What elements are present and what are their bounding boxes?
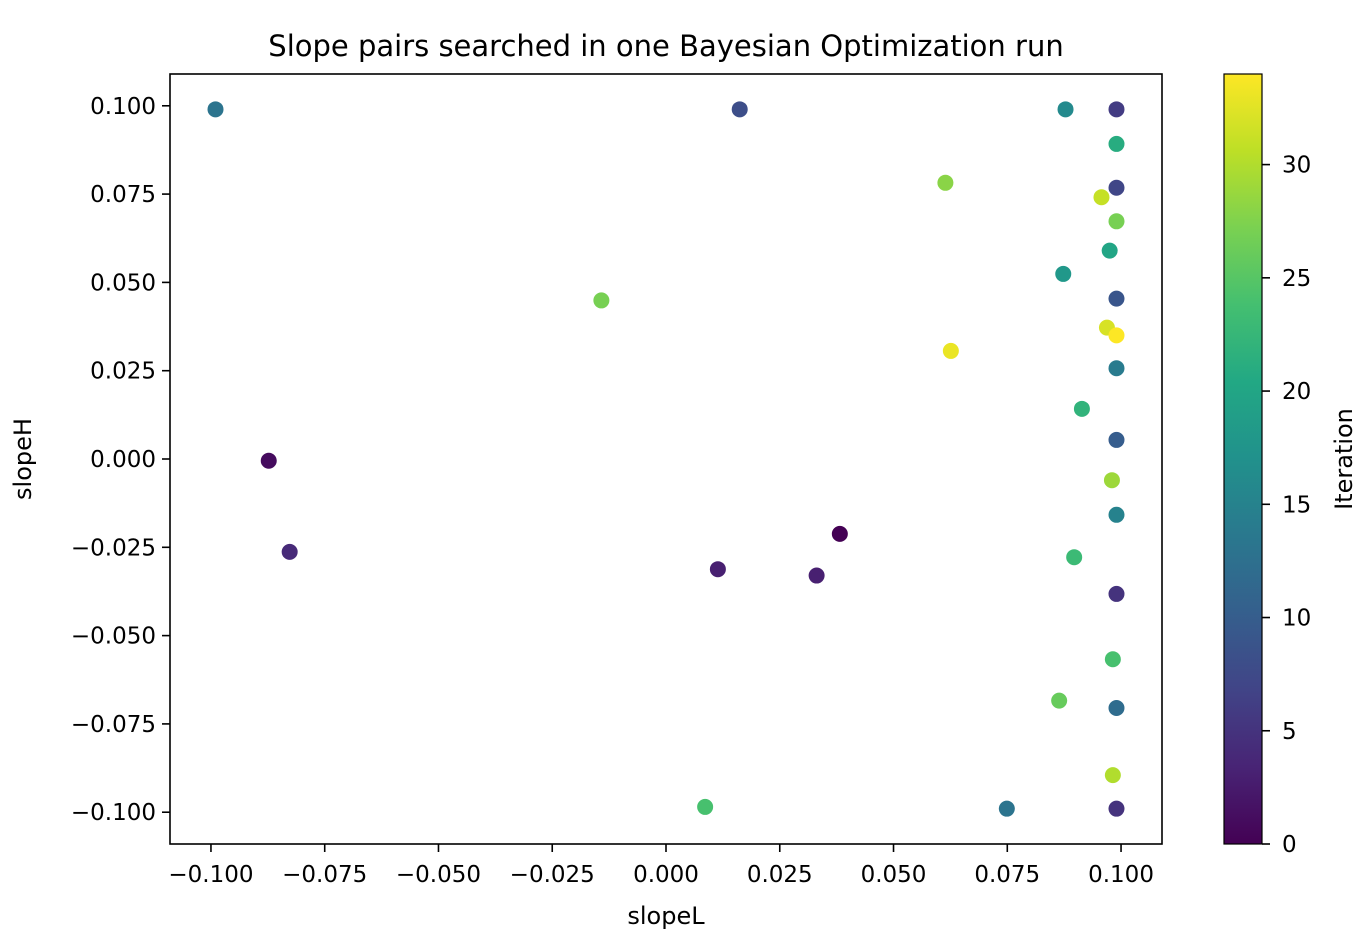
- x-tick-label: 0.025: [747, 862, 813, 888]
- scatter-point: [593, 292, 610, 309]
- y-tick-label: 0.100: [90, 94, 156, 120]
- x-tick-label: −0.050: [396, 862, 481, 888]
- colorbar-tick-label: 0: [1282, 832, 1297, 858]
- scatter-point: [1108, 800, 1125, 817]
- scatter-points: [207, 101, 1125, 817]
- x-tick-label: 0.050: [861, 862, 927, 888]
- y-tick-label: 0.050: [90, 270, 156, 296]
- scatter-point: [998, 800, 1015, 817]
- x-tick-label: −0.100: [168, 862, 253, 888]
- y-tick-label: −0.025: [71, 535, 156, 561]
- scatter-point: [1073, 400, 1090, 417]
- scatter-point: [1108, 360, 1125, 377]
- scatter-point: [697, 798, 714, 815]
- scatter-point: [1108, 135, 1125, 152]
- scatter-point: [1108, 700, 1125, 717]
- colorbar-ticks: 0 5 10 15 20 25 30: [1262, 153, 1311, 858]
- colorbar-tick-label: 20: [1282, 379, 1311, 405]
- scatter-point: [1066, 549, 1083, 566]
- y-tick-label: 0.025: [90, 359, 156, 385]
- scatter-point: [1108, 506, 1125, 523]
- scatter-point: [831, 525, 848, 542]
- x-tick-label: 0.000: [633, 862, 699, 888]
- y-tick-label: −0.075: [71, 712, 156, 738]
- x-tick-label: 0.100: [1088, 862, 1154, 888]
- x-axis-label: slopeL: [627, 902, 705, 930]
- scatter-point: [1101, 242, 1118, 259]
- scatter-point: [1051, 692, 1068, 709]
- scatter-point: [1093, 189, 1110, 206]
- scatter-point: [1104, 767, 1121, 784]
- scatter-point: [1108, 179, 1125, 196]
- scatter-point: [942, 342, 959, 359]
- colorbar-tick-label: 15: [1282, 492, 1311, 518]
- plot-frame: [169, 73, 1163, 845]
- x-tick-label: −0.025: [510, 862, 595, 888]
- colorbar-label: Iteration: [1330, 408, 1358, 510]
- scatter-point: [1108, 101, 1125, 118]
- scatter-point: [937, 174, 954, 191]
- y-tick-label: −0.100: [71, 800, 156, 826]
- scatter-point: [1108, 431, 1125, 448]
- scatter-point: [1108, 290, 1125, 307]
- scatter-point: [709, 561, 726, 578]
- colorbar-tick-label: 5: [1282, 719, 1297, 745]
- y-axis-label: slopeH: [9, 418, 37, 500]
- colorbar-tick-label: 30: [1282, 153, 1311, 179]
- x-tick-label: 0.075: [974, 862, 1040, 888]
- chart-title: Slope pairs searched in one Bayesian Opt…: [268, 29, 1063, 63]
- scatter-point: [1055, 265, 1072, 282]
- y-tick-label: 0.075: [90, 182, 156, 208]
- y-tick-label: −0.050: [71, 624, 156, 650]
- colorbar-tick-label: 25: [1282, 266, 1311, 292]
- scatter-point: [281, 543, 298, 560]
- scatter-point: [1108, 585, 1125, 602]
- colorbar-tick-label: 10: [1282, 606, 1311, 632]
- scatter-point: [808, 567, 825, 584]
- scatter-point: [1103, 472, 1120, 489]
- x-tick-label: −0.075: [282, 862, 367, 888]
- x-axis-ticks: −0.100 −0.075 −0.050 −0.025 0.000 0.025 0.050 0…: [168, 844, 1154, 888]
- colorbar: [1223, 73, 1263, 845]
- scatter-point: [260, 452, 277, 469]
- y-tick-label: 0.000: [90, 447, 156, 473]
- scatter-point: [731, 101, 748, 118]
- y-axis-ticks: −0.100 −0.075 −0.050 −0.025 0.000 0.025 0.050 0…: [71, 94, 170, 826]
- scatter-point: [207, 101, 224, 118]
- scatter-point: [1108, 213, 1125, 230]
- scatter-point: [1104, 651, 1121, 668]
- scatter-point: [1057, 101, 1074, 118]
- scatter-point: [1108, 327, 1125, 344]
